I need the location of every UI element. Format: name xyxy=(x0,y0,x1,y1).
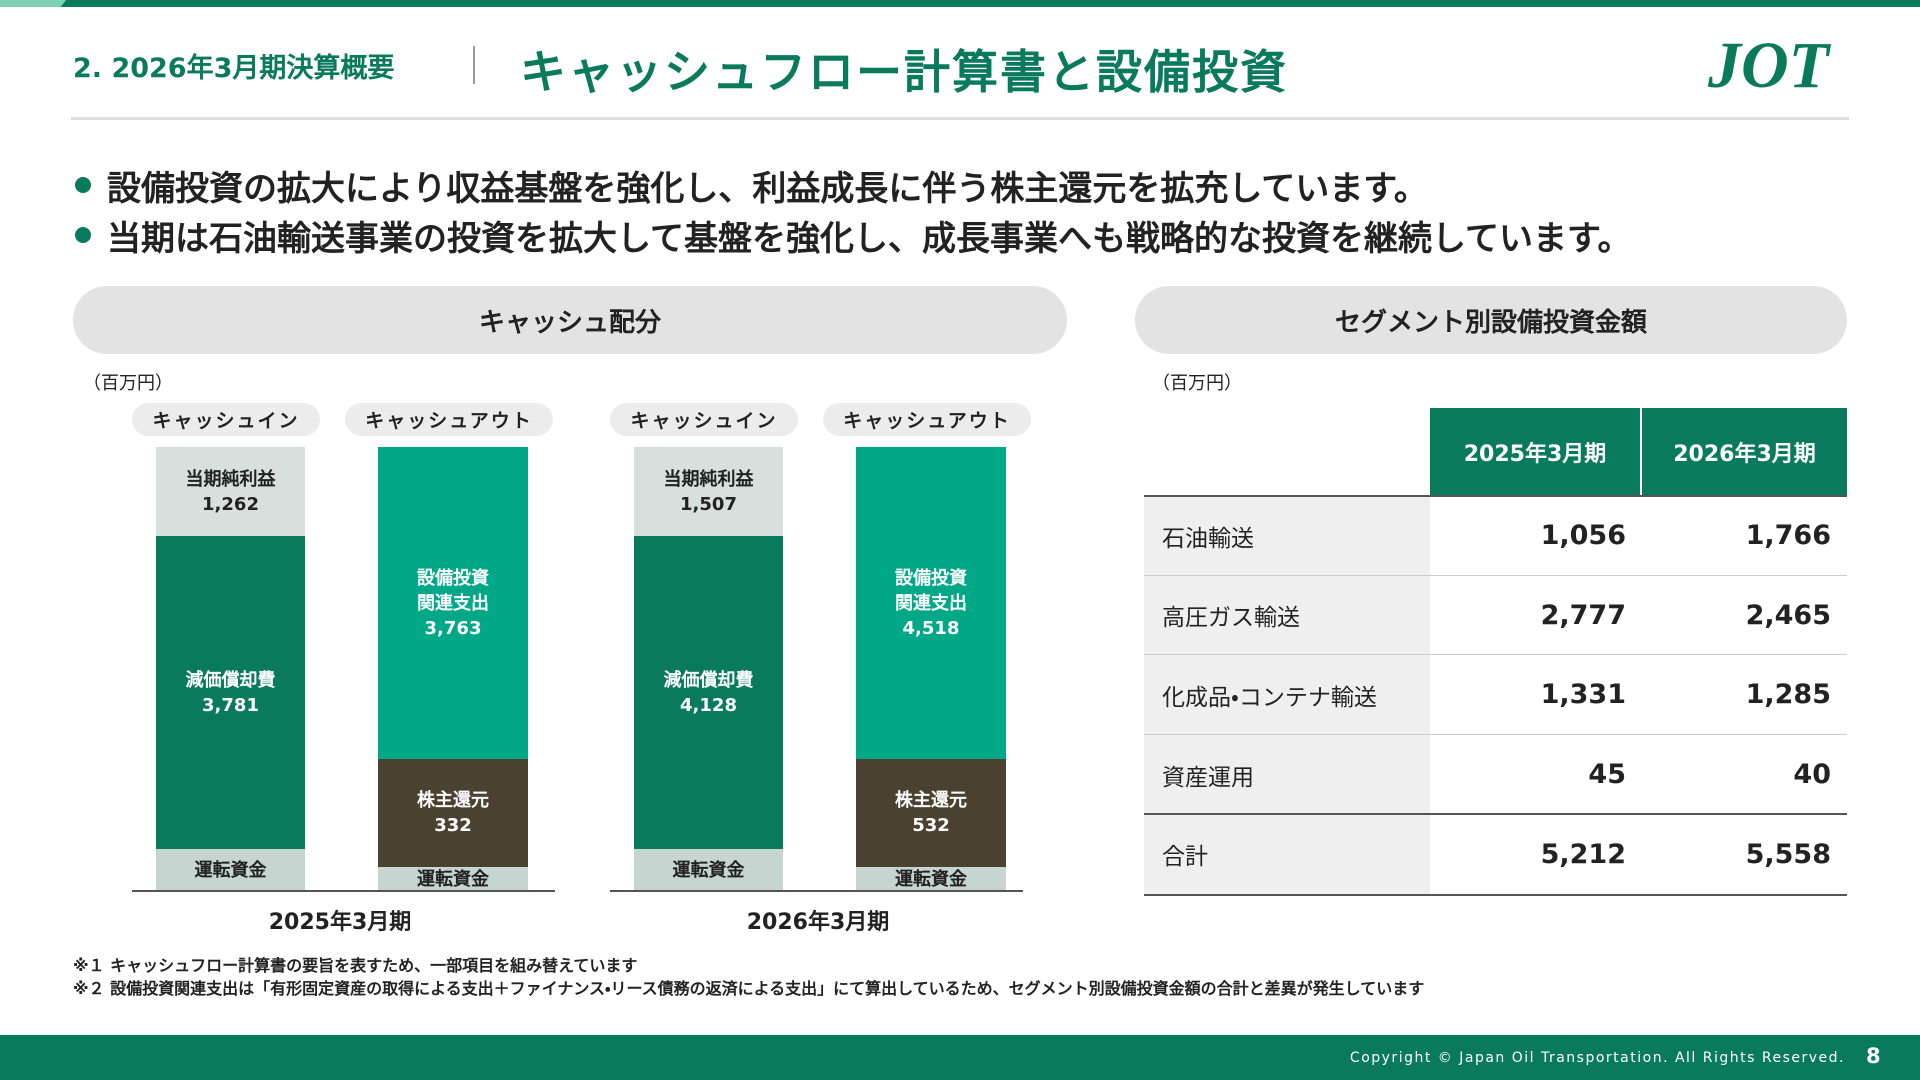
bullet: 当期は石油輸送事業の投資を拡大して基盤を強化し、成長事業へも戦略的な投資を継続し… xyxy=(75,210,1632,260)
page-title: キャッシュフロー計算書と設備投資 xyxy=(520,45,1288,99)
section-header: キャッシュ配分 xyxy=(73,286,1067,354)
segment-name: 株主還元 xyxy=(417,790,489,811)
segment-value: 4,128 xyxy=(680,694,737,716)
cash-segment: 運転資金 xyxy=(856,867,1006,891)
segment-name: 運転資金 xyxy=(895,868,967,890)
row-rule xyxy=(1144,813,1847,816)
segment-value: 4,518 xyxy=(902,617,960,639)
table-header: 2025年3月期 xyxy=(1430,408,1640,496)
cash-segment: 運転資金 xyxy=(156,849,305,891)
bullet-text: 当期は石油輸送事業の投資を拡大して基盤を強化し、成長事業へも戦略的な投資を継続し… xyxy=(107,218,1632,259)
footer-bar xyxy=(0,1035,1920,1080)
bullet-dot xyxy=(75,177,91,193)
unit-label: （百万円） xyxy=(1152,373,1242,394)
cash-segment: 当期純利益 1,507 xyxy=(634,447,783,536)
cell-value: 1,331 xyxy=(1540,679,1626,711)
copyright: Copyright © Japan Oil Transportation. Al… xyxy=(1349,1050,1845,1066)
separator xyxy=(473,46,475,84)
bullet: 設備投資の拡大により収益基盤を強化し、利益成長に伴う株主還元を拡充しています。 xyxy=(75,160,1632,210)
cell-value: 1,285 xyxy=(1745,679,1831,711)
segment-name: 減価償却費 xyxy=(185,669,276,691)
segment-name: 関連支出 xyxy=(417,592,489,614)
segment-name: 関連支出 xyxy=(895,592,967,614)
segment-name: 設備投資 xyxy=(895,567,967,589)
top-bar-accent xyxy=(0,0,66,7)
segment-name: 株主還元 xyxy=(895,790,967,811)
row-rule xyxy=(1144,495,1847,497)
top-bar xyxy=(0,0,1920,7)
page-number: 8 xyxy=(1866,1044,1881,1068)
row-rule xyxy=(1144,654,1847,656)
cash-segment: 減価償却費 3,781 xyxy=(156,536,305,849)
segment-value: 1,507 xyxy=(680,493,737,515)
table-header: 2026年3月期 xyxy=(1642,408,1847,496)
period-label: 2026年3月期 xyxy=(746,910,890,935)
bullet-dot xyxy=(75,227,91,243)
baseline xyxy=(132,890,555,892)
row-label: 高圧ガス輸送 xyxy=(1144,575,1430,656)
segment-name: 当期純利益 xyxy=(663,468,754,490)
unit-label: （百万円） xyxy=(83,373,173,394)
row-label: 化成品・コンテナ輸送 xyxy=(1144,655,1430,735)
cash-segment: 運転資金 xyxy=(378,867,528,891)
cell-value: 2,465 xyxy=(1745,599,1831,631)
logo: JOT xyxy=(1708,29,1829,102)
segment-name: 運転資金 xyxy=(194,859,267,881)
note: ※１ キャッシュフロー計算書の要旨を表すため、一部項目を組み替えています xyxy=(73,956,638,975)
cash-segment: 設備投資関連支出 3,763 xyxy=(378,447,528,759)
segment-value: 532 xyxy=(912,815,950,836)
row-rule xyxy=(1144,574,1847,576)
cell-value: 1,766 xyxy=(1745,520,1831,552)
cash-segment: 当期純利益 1,262 xyxy=(156,447,305,536)
section-label: 2. 2026年3月期決算概要 xyxy=(73,53,395,84)
cash-segment: 運転資金 xyxy=(634,849,783,891)
segment-name: 設備投資 xyxy=(417,567,489,589)
column-label: キャッシュイン xyxy=(132,403,320,436)
row-rule xyxy=(1144,894,1847,896)
notes: ※１ キャッシュフロー計算書の要旨を表すため、一部項目を組み替えています ※２ … xyxy=(73,954,1424,1000)
column-label: キャッシュイン xyxy=(610,403,798,436)
segment-name: 運転資金 xyxy=(417,868,489,890)
cell-value: 1,056 xyxy=(1540,520,1626,552)
period-label: 2025年3月期 xyxy=(268,910,412,935)
note: ※２ 設備投資関連支出は「有形固定資産の取得による支出＋ファイナンス・リース債務… xyxy=(73,979,1425,998)
row-rule xyxy=(1144,733,1847,735)
row-label: 合計 xyxy=(1144,814,1430,894)
segment-name: 運転資金 xyxy=(672,859,745,881)
section-header: セグメント別設備投資金額 xyxy=(1135,286,1847,354)
cell-value: 45 xyxy=(1588,759,1626,791)
segment-value: 3,781 xyxy=(202,694,259,716)
bullet-list: 設備投資の拡大により収益基盤を強化し、利益成長に伴う株主還元を拡充しています。 … xyxy=(75,160,1632,260)
segment-name: 減価償却費 xyxy=(663,669,754,691)
cash-segment: 株主還元 332 xyxy=(378,759,528,867)
header-rule xyxy=(71,117,1849,120)
cell-value: 5,558 xyxy=(1745,838,1831,870)
cell-value: 2,777 xyxy=(1540,599,1626,631)
segment-value: 3,763 xyxy=(424,617,482,639)
segment-value: 1,262 xyxy=(202,493,259,515)
bullet-text: 設備投資の拡大により収益基盤を強化し、利益成長に伴う株主還元を拡充しています。 xyxy=(107,168,1428,209)
segment-value: 332 xyxy=(434,815,472,836)
cash-segment: 設備投資関連支出 4,518 xyxy=(856,447,1006,759)
cash-segment: 株主還元 532 xyxy=(856,759,1006,867)
cell-value: 40 xyxy=(1793,759,1831,791)
baseline xyxy=(610,890,1023,892)
column-label: キャッシュアウト xyxy=(823,403,1031,436)
row-label: 資産運用 xyxy=(1144,734,1430,815)
segment-name: 当期純利益 xyxy=(185,468,276,490)
cash-segment: 減価償却費 4,128 xyxy=(634,536,783,849)
column-label: キャッシュアウト xyxy=(345,403,553,436)
row-label: 石油輸送 xyxy=(1144,496,1430,576)
cell-value: 5,212 xyxy=(1540,838,1626,870)
